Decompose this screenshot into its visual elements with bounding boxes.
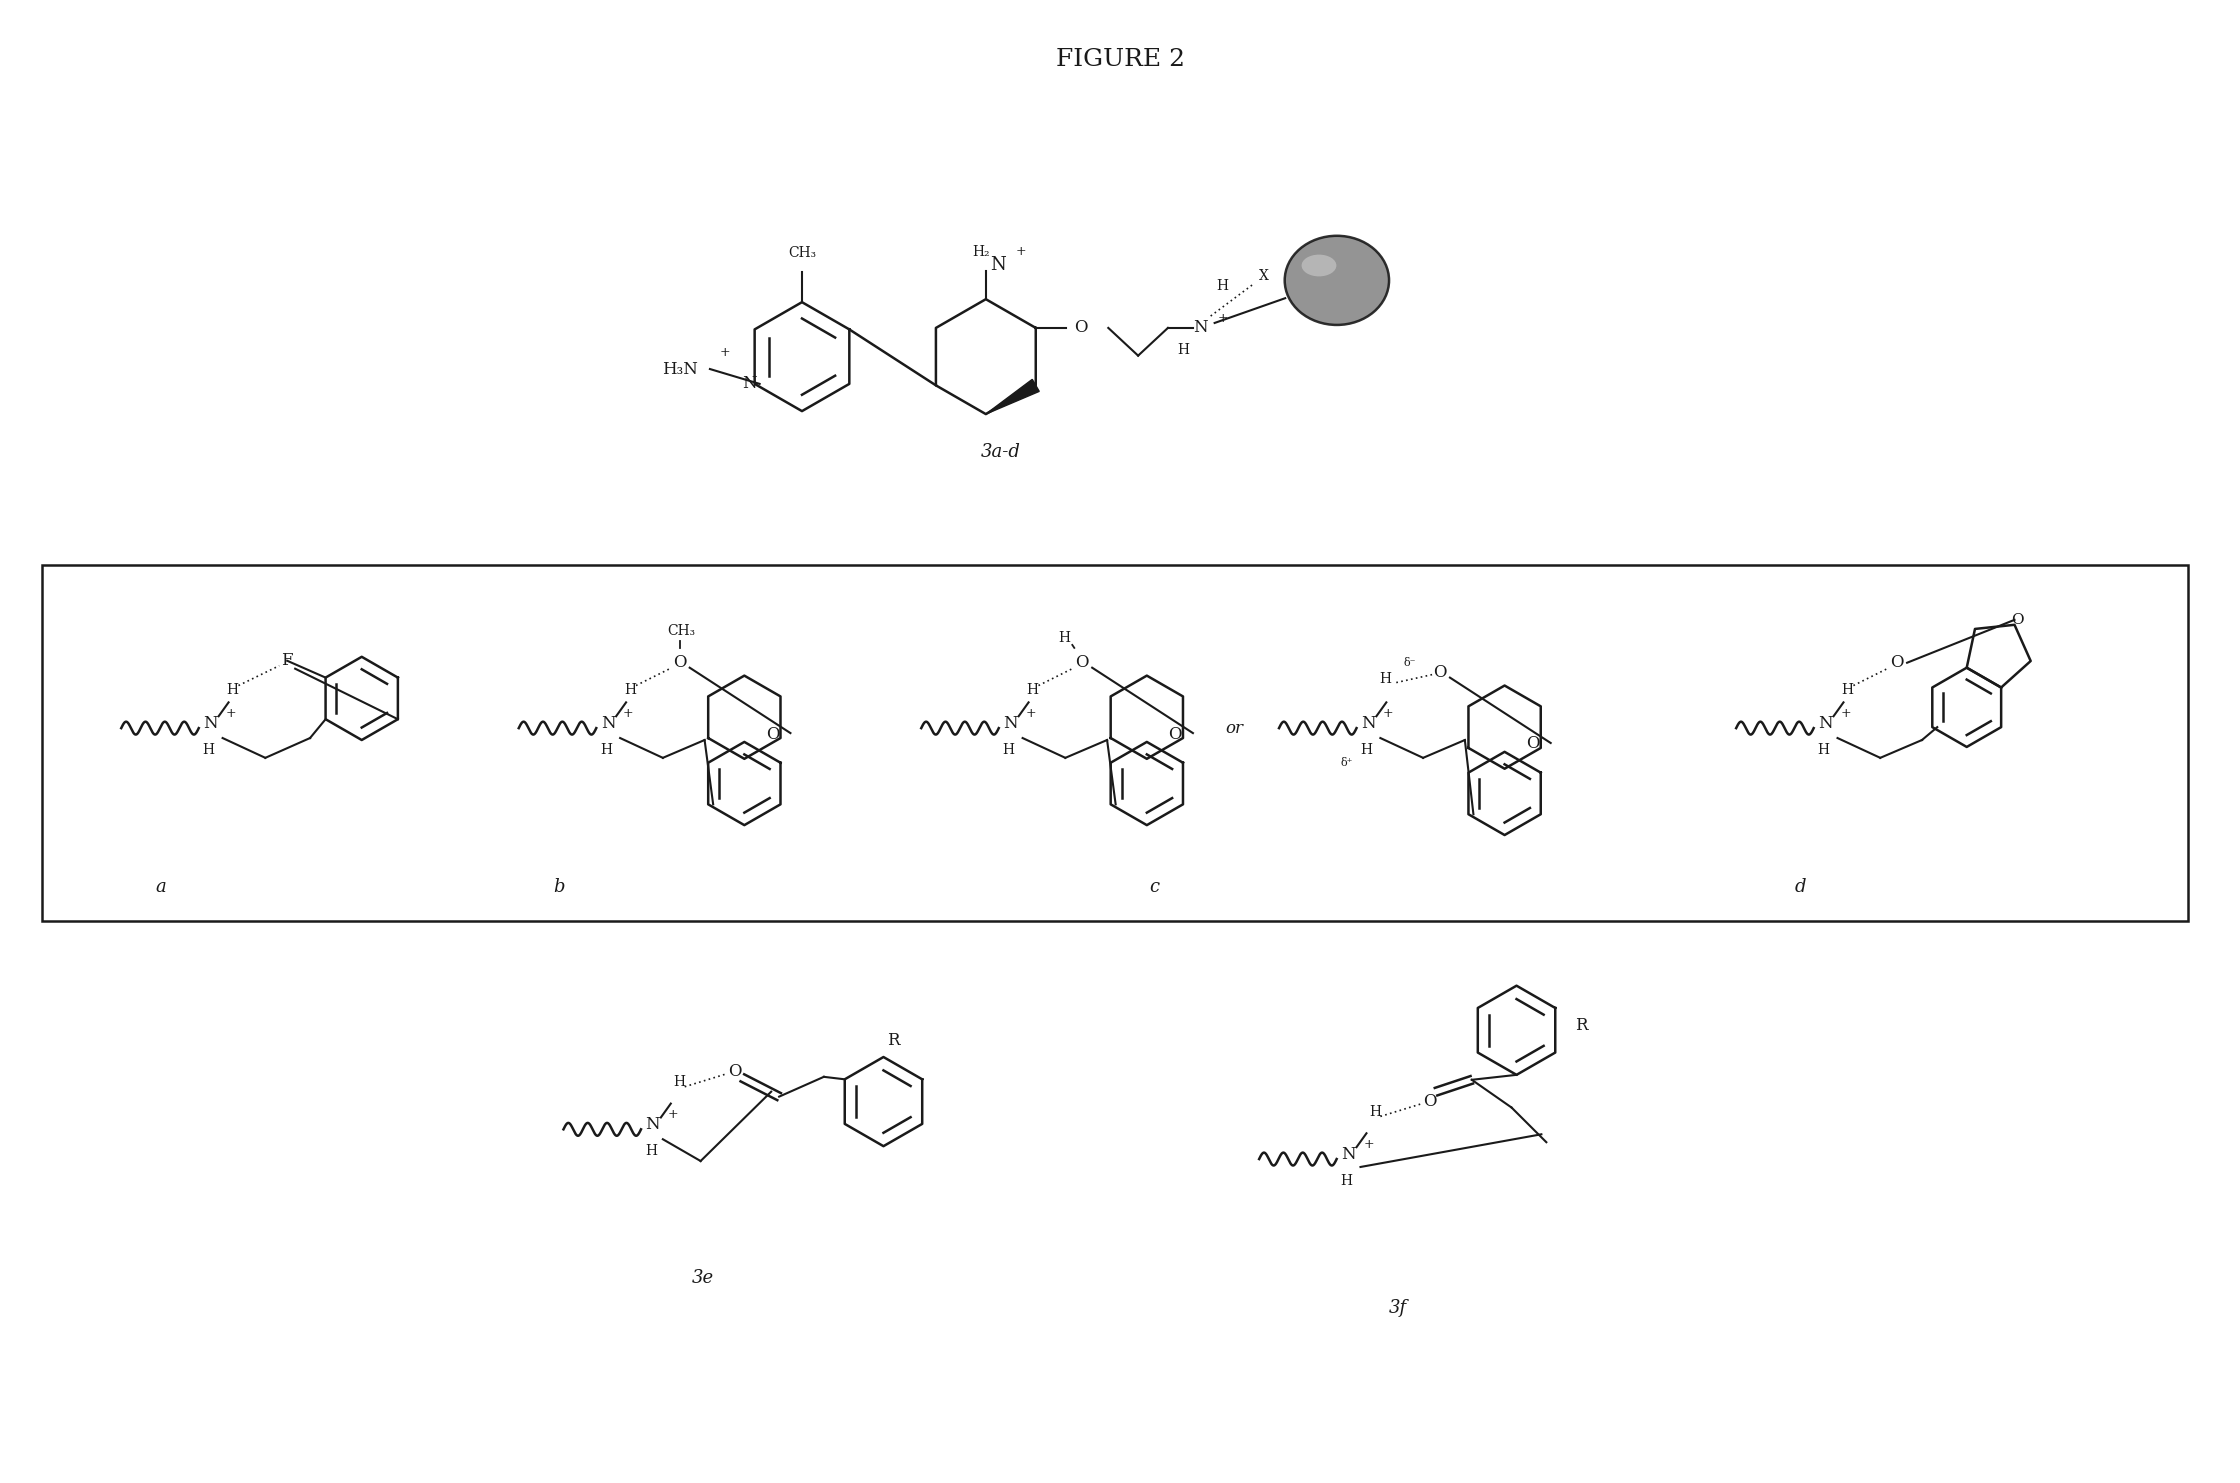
Text: H: H xyxy=(1004,743,1015,756)
Text: +: + xyxy=(719,346,730,359)
Text: 3a-d: 3a-d xyxy=(981,443,1021,461)
Text: X: X xyxy=(1259,270,1270,283)
Polygon shape xyxy=(986,380,1039,414)
Text: O: O xyxy=(728,1063,741,1081)
Text: N: N xyxy=(1004,715,1017,731)
Text: H: H xyxy=(645,1143,656,1158)
Text: +: + xyxy=(1841,707,1850,719)
Text: H: H xyxy=(226,684,237,697)
Text: H: H xyxy=(1057,630,1071,645)
Text: O: O xyxy=(1525,736,1539,752)
Text: O: O xyxy=(1891,654,1904,672)
Text: +: + xyxy=(623,707,634,719)
Text: H: H xyxy=(1841,684,1852,697)
Text: H: H xyxy=(600,743,612,756)
Text: O: O xyxy=(1073,319,1086,337)
Text: δ⁺: δ⁺ xyxy=(1340,758,1353,768)
Text: H: H xyxy=(674,1075,685,1089)
Text: CH₃: CH₃ xyxy=(668,624,697,638)
Text: N: N xyxy=(990,255,1006,273)
Text: H: H xyxy=(1369,1105,1382,1118)
Ellipse shape xyxy=(1301,255,1337,276)
Text: +: + xyxy=(1364,1137,1373,1151)
Text: H: H xyxy=(1216,279,1228,294)
Text: H: H xyxy=(625,684,636,697)
Text: a: a xyxy=(155,878,166,896)
Text: c: c xyxy=(1149,878,1160,896)
Ellipse shape xyxy=(1286,236,1389,325)
Text: H: H xyxy=(1026,684,1039,697)
Text: H: H xyxy=(1360,743,1373,756)
Text: N: N xyxy=(1819,715,1832,731)
Text: F: F xyxy=(282,653,293,669)
Text: +: + xyxy=(226,707,235,719)
Text: N: N xyxy=(1194,319,1207,337)
Text: N: N xyxy=(741,375,757,393)
Text: O: O xyxy=(1075,654,1089,672)
Text: H: H xyxy=(1817,743,1830,756)
Text: O: O xyxy=(1169,725,1183,743)
Text: 3f: 3f xyxy=(1389,1299,1407,1317)
Text: d: d xyxy=(1794,878,1805,896)
Text: N: N xyxy=(1362,715,1375,731)
Text: H₃N: H₃N xyxy=(663,360,699,378)
Text: FIGURE 2: FIGURE 2 xyxy=(1055,47,1185,71)
Text: N: N xyxy=(1342,1145,1355,1163)
Text: b: b xyxy=(553,878,564,896)
Text: H: H xyxy=(202,743,215,756)
Text: N: N xyxy=(600,715,616,731)
Text: R: R xyxy=(1575,1017,1588,1034)
Text: N: N xyxy=(204,715,217,731)
Text: O: O xyxy=(2012,612,2023,627)
Text: H₂: H₂ xyxy=(972,245,990,258)
Bar xyxy=(43,565,2188,921)
Text: δ⁻: δ⁻ xyxy=(1404,658,1416,667)
Text: O: O xyxy=(766,725,780,743)
Text: +: + xyxy=(1026,707,1035,719)
Text: 3e: 3e xyxy=(692,1269,715,1287)
Text: +: + xyxy=(1216,311,1228,325)
Text: O: O xyxy=(672,654,685,672)
Text: O: O xyxy=(1434,664,1447,681)
Text: +: + xyxy=(1015,245,1026,258)
Text: O: O xyxy=(1422,1093,1436,1111)
Text: N: N xyxy=(645,1115,661,1133)
Text: H: H xyxy=(1340,1175,1353,1188)
Text: H: H xyxy=(1380,672,1391,685)
Text: +: + xyxy=(1382,707,1393,719)
Text: CH₃: CH₃ xyxy=(788,246,815,260)
Text: R: R xyxy=(887,1032,900,1048)
Text: or: or xyxy=(1225,719,1243,737)
Text: +: + xyxy=(668,1108,679,1121)
Text: H: H xyxy=(1176,343,1189,357)
